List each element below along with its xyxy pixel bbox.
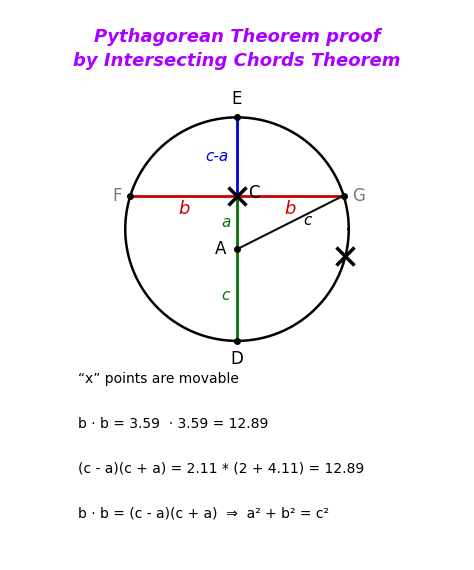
Text: F: F xyxy=(112,186,121,205)
Text: E: E xyxy=(232,91,242,108)
Text: “x” points are movable: “x” points are movable xyxy=(78,372,239,386)
Text: (c - a)(c + a) = 2.11 * (2 + 4.11) = 12.89: (c - a)(c + a) = 2.11 * (2 + 4.11) = 12.… xyxy=(78,462,365,475)
Text: b: b xyxy=(284,200,296,218)
Text: Pythagorean Theorem proof: Pythagorean Theorem proof xyxy=(94,28,380,46)
Text: a: a xyxy=(221,215,230,230)
Text: c: c xyxy=(222,287,230,303)
Text: b · b = 3.59  · 3.59 = 12.89: b · b = 3.59 · 3.59 = 12.89 xyxy=(78,417,269,431)
Text: c-a: c-a xyxy=(205,149,228,164)
Text: b · b = (c - a)(c + a)  ⇒  a² + b² = c²: b · b = (c - a)(c + a) ⇒ a² + b² = c² xyxy=(78,506,329,520)
Text: b: b xyxy=(178,200,190,218)
Text: G: G xyxy=(353,186,365,205)
Text: C: C xyxy=(248,184,260,202)
Text: D: D xyxy=(230,350,244,368)
Text: by Intersecting Chords Theorem: by Intersecting Chords Theorem xyxy=(73,52,401,71)
Text: A: A xyxy=(214,240,226,258)
Text: c: c xyxy=(304,213,312,227)
